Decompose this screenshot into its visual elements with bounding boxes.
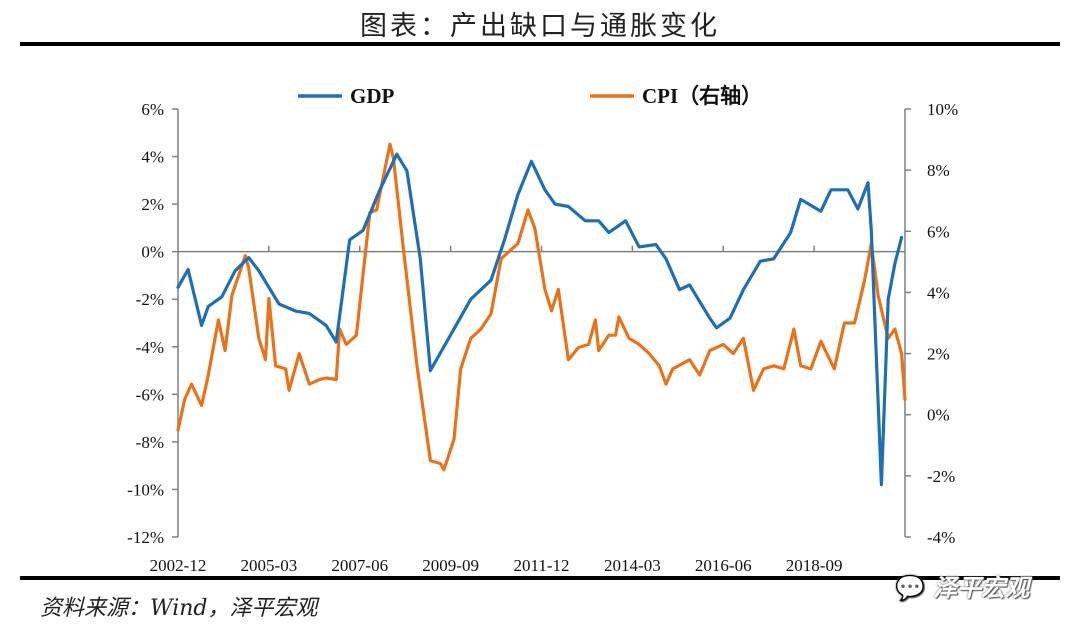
left-tick-label: -10% xyxy=(127,480,164,499)
series-line-gdp xyxy=(176,152,904,487)
wechat-icon: 💬 xyxy=(895,574,925,602)
right-tick-label: -2% xyxy=(927,467,955,486)
left-tick-label: -4% xyxy=(136,338,164,357)
right-tick-label: -4% xyxy=(927,528,955,547)
chart-title: 图表：产出缺口与通胀变化 xyxy=(360,11,720,42)
x-tick-label: 2014-03 xyxy=(604,556,661,575)
right-tick-label: 2% xyxy=(927,345,950,364)
left-tick-label: -6% xyxy=(136,385,164,404)
left-tick-label: 4% xyxy=(141,148,164,167)
x-tick-label: 2011-12 xyxy=(513,556,569,575)
watermark-text: 泽平宏观 xyxy=(933,574,1030,602)
x-tick-label: 2009-09 xyxy=(422,556,479,575)
right-tick-label: 8% xyxy=(927,161,950,180)
top-rule xyxy=(20,42,1060,46)
left-tick-label: 2% xyxy=(141,195,164,214)
x-tick-label: 2018-09 xyxy=(786,556,843,575)
x-tick-label: 2005-03 xyxy=(241,556,298,575)
left-tick-label: -8% xyxy=(136,433,164,452)
legend-label-gdp: GDP xyxy=(350,84,395,108)
right-tick-label: 0% xyxy=(927,406,950,425)
right-tick-label: 4% xyxy=(927,283,950,302)
left-tick-label: 0% xyxy=(141,243,164,262)
bottom-rule xyxy=(20,576,1060,580)
watermark: 💬 泽平宏观 xyxy=(895,568,1029,603)
right-tick-label: 10% xyxy=(927,100,958,119)
series-line-cpi xyxy=(176,142,907,472)
left-tick-label: 6% xyxy=(141,100,164,119)
x-tick-label: 2002-12 xyxy=(150,556,207,575)
left-tick-label: -2% xyxy=(136,290,164,309)
x-tick-label: 2007-06 xyxy=(331,556,388,575)
left-tick-label: -12% xyxy=(127,528,164,547)
right-tick-label: 6% xyxy=(927,222,950,241)
x-tick-label: 2016-06 xyxy=(695,556,752,575)
source-note: 资料来源：Wind，泽平宏观 xyxy=(40,596,318,621)
legend-label-cpi: CPI（右轴） xyxy=(642,84,762,108)
